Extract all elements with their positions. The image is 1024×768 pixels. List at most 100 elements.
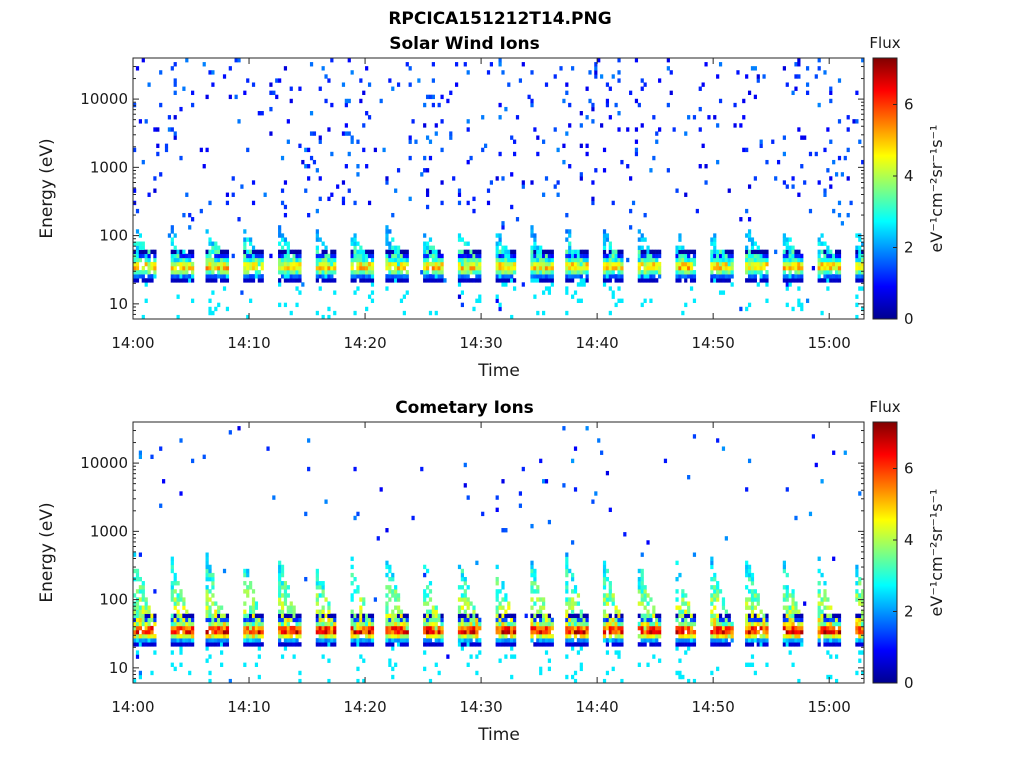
spectrogram-cell <box>498 102 502 108</box>
spectrogram-cell <box>356 589 360 594</box>
spectrogram-cell <box>823 638 827 643</box>
spectrogram-cell <box>246 278 250 283</box>
spectrogram-cell <box>640 572 644 578</box>
spectrogram-cell <box>315 208 319 214</box>
spectrogram-cell <box>280 581 285 586</box>
spectrogram-cell <box>260 642 264 647</box>
spectrogram-cell <box>855 642 859 647</box>
spectrogram-cell <box>440 613 444 619</box>
spectrogram-cell <box>176 581 180 586</box>
spectrogram-cell <box>182 605 186 610</box>
spectrogram-cell <box>185 609 189 614</box>
spectrogram-cell <box>278 302 282 308</box>
spectrogram-cell <box>602 265 607 271</box>
spectrogram-cell <box>533 270 537 275</box>
spectrogram-cell <box>730 282 734 287</box>
spectrogram-cell <box>585 613 589 619</box>
spectrogram-cell <box>855 670 859 676</box>
spectrogram-cell <box>539 634 543 639</box>
spectrogram-cell <box>312 131 317 136</box>
spectrogram-cell <box>788 609 792 614</box>
spectrogram-cell <box>243 601 247 606</box>
spectrogram-cell <box>208 568 212 574</box>
spectrogram-cell <box>188 613 192 619</box>
spectrogram-cell <box>205 597 209 602</box>
spectrogram-cell <box>211 634 215 639</box>
spectrogram-cell <box>257 646 261 651</box>
spectrogram-cell <box>144 634 148 639</box>
spectrogram-cell <box>501 605 505 610</box>
spectrogram-cell <box>718 261 723 267</box>
spectrogram-cell <box>788 605 792 610</box>
spectrogram-cell <box>536 621 540 627</box>
spectrogram-cell <box>298 634 302 639</box>
spectrogram-cell <box>399 638 404 643</box>
spectrogram-cell <box>289 310 293 316</box>
spectrogram-cell <box>716 625 720 631</box>
spectrogram-cell <box>750 581 755 586</box>
spectrogram-cell <box>791 634 795 639</box>
spectrogram-cell <box>536 609 540 614</box>
spectrogram-cell <box>460 638 464 643</box>
spectrogram-cell <box>179 155 183 161</box>
spectrogram-cell <box>359 265 363 271</box>
spectrogram-cell <box>507 257 511 263</box>
spectrogram-cell <box>553 127 557 132</box>
spectrogram-cell <box>243 90 247 96</box>
spectrogram-cell <box>582 629 586 635</box>
spectrogram-cell <box>600 450 604 455</box>
spectrogram-cell <box>220 278 224 283</box>
spectrogram-cell <box>547 642 552 647</box>
spectrogram-cell <box>315 572 319 578</box>
spectrogram-cell <box>689 257 694 263</box>
spectrogram-cell <box>463 613 467 619</box>
spectrogram-cell <box>797 127 801 132</box>
spectrogram-cell <box>573 613 578 619</box>
spectrogram-cell <box>179 265 183 271</box>
spectrogram-cell <box>765 261 769 267</box>
spectrogram-cell <box>585 270 589 275</box>
spectrogram-cell <box>394 613 398 619</box>
spectrogram-cell <box>431 274 435 279</box>
spectrogram-cell <box>472 270 476 275</box>
spectrogram-cell <box>356 139 360 144</box>
spectrogram-cell <box>498 306 502 312</box>
spectrogram-cell <box>251 265 256 271</box>
spectrogram-cell <box>405 617 409 623</box>
spectrogram-cell <box>356 629 360 635</box>
spectrogram-cell <box>640 261 644 267</box>
spectrogram-cell <box>365 257 369 263</box>
spectrogram-cell <box>727 274 731 279</box>
spectrogram-cell <box>687 609 691 614</box>
spectrogram-cell <box>652 257 656 263</box>
spectrogram-cell <box>330 102 334 108</box>
spectrogram-cell <box>249 241 253 246</box>
spectrogram-cell <box>135 601 140 606</box>
spectrogram-cell <box>747 270 752 275</box>
spectrogram-cell <box>556 192 560 197</box>
spectrogram-cell <box>135 638 140 643</box>
spectrogram-cell <box>205 257 209 263</box>
spectrogram-cell <box>292 609 296 614</box>
spectrogram-cell <box>289 613 293 619</box>
spectrogram-cell <box>658 249 662 255</box>
spectrogram-cell <box>721 597 726 602</box>
spectrogram-cell <box>756 638 760 643</box>
spectrogram-cell <box>460 634 464 639</box>
spectrogram-cell <box>498 237 502 242</box>
spectrogram-cell <box>315 249 319 255</box>
spectrogram-cell <box>608 621 612 627</box>
spectrogram-cell <box>568 102 572 108</box>
spectrogram-cell <box>565 601 569 606</box>
spectrogram-cell <box>489 180 493 185</box>
spectrogram-cell <box>689 642 694 647</box>
spectrogram-cell <box>423 629 427 635</box>
spectrogram-cell <box>620 613 624 619</box>
spectrogram-cell <box>747 642 752 647</box>
spectrogram-cell <box>713 617 717 623</box>
spectrogram-cell <box>283 589 288 594</box>
spectrogram-cell <box>138 274 142 279</box>
spectrogram-cell <box>797 274 801 279</box>
spectrogram-cell <box>533 257 537 263</box>
spectrogram-cell <box>565 90 569 96</box>
